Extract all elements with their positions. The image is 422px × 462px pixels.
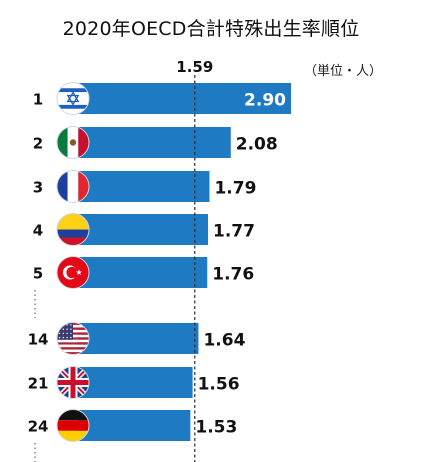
value-label: 1.79 (214, 179, 256, 199)
value-label: 1.64 (203, 331, 245, 351)
value-label: 1.77 (213, 222, 255, 242)
mexico-flag (56, 126, 90, 159)
rank-label: 2 (33, 135, 43, 153)
chart-title: 2020年OECD合計特殊出生率順位 (62, 18, 360, 40)
rank-label: 14 (28, 331, 49, 349)
value-label: 1.53 (195, 418, 237, 438)
turkey-flag (56, 256, 90, 289)
rank-label: 3 (33, 179, 43, 197)
rank-label: 4 (33, 222, 43, 240)
bar-3 (78, 171, 210, 202)
rank-label: 5 (33, 265, 43, 283)
bar-24 (78, 410, 191, 441)
germany-flag (56, 409, 90, 442)
unit-label: （単位・人） (303, 64, 382, 79)
israel-flag (56, 82, 90, 115)
colombia-flag (56, 213, 90, 246)
rank-label: 21 (28, 375, 49, 393)
rank-label: 24 (28, 418, 49, 436)
bar-21 (78, 367, 193, 398)
rank-label: 1 (33, 91, 43, 109)
value-label: 2.08 (236, 135, 278, 155)
value-label: 1.56 (198, 375, 240, 395)
france-flag (56, 170, 90, 203)
value-label: 1.76 (212, 265, 254, 285)
reference-line-label: 1.59 (176, 58, 213, 76)
bar-5 (78, 257, 208, 288)
bar-1 (78, 83, 291, 114)
usa-flag (56, 322, 90, 355)
bar-14 (78, 323, 199, 354)
bar-4 (78, 214, 209, 245)
bar-2 (78, 127, 231, 158)
value-label: 2.90 (244, 91, 286, 111)
uk-flag (56, 366, 90, 399)
